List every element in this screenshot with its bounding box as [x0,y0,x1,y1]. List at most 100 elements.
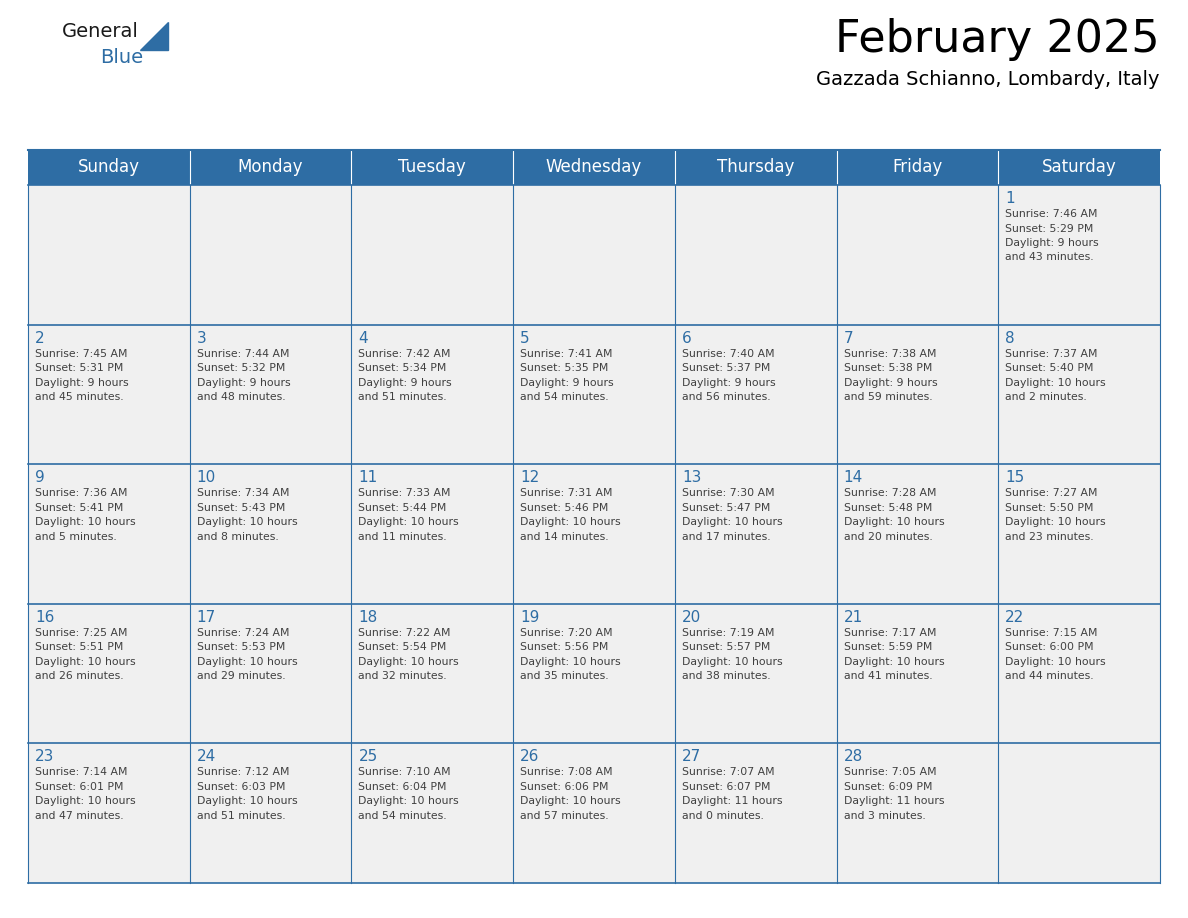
Text: 21: 21 [843,610,862,625]
Text: Sunset: 6:09 PM: Sunset: 6:09 PM [843,782,933,792]
Text: Daylight: 10 hours: Daylight: 10 hours [682,656,783,666]
Text: Sunrise: 7:07 AM: Sunrise: 7:07 AM [682,767,775,778]
Text: Daylight: 10 hours: Daylight: 10 hours [520,517,621,527]
Text: and 8 minutes.: and 8 minutes. [197,532,278,542]
Text: Tuesday: Tuesday [398,159,466,176]
Text: Thursday: Thursday [718,159,795,176]
Text: and 26 minutes.: and 26 minutes. [34,671,124,681]
Text: Sunset: 5:51 PM: Sunset: 5:51 PM [34,643,124,653]
Text: Saturday: Saturday [1042,159,1117,176]
Text: Daylight: 9 hours: Daylight: 9 hours [1005,238,1099,248]
Text: and 5 minutes.: and 5 minutes. [34,532,116,542]
Text: Sunrise: 7:33 AM: Sunrise: 7:33 AM [359,488,451,498]
Text: 20: 20 [682,610,701,625]
Text: Daylight: 9 hours: Daylight: 9 hours [359,377,453,387]
Text: 8: 8 [1005,330,1015,345]
Text: Friday: Friday [892,159,942,176]
Text: Daylight: 10 hours: Daylight: 10 hours [359,656,459,666]
Text: Monday: Monday [238,159,303,176]
Text: and 23 minutes.: and 23 minutes. [1005,532,1094,542]
Bar [675,465,836,604]
Bar [836,185,998,325]
Text: Daylight: 9 hours: Daylight: 9 hours [682,377,776,387]
Text: and 0 minutes.: and 0 minutes. [682,811,764,821]
Text: and 54 minutes.: and 54 minutes. [520,392,608,402]
Text: 26: 26 [520,749,539,765]
Text: 15: 15 [1005,470,1024,486]
Bar [190,325,352,465]
Text: Daylight: 9 hours: Daylight: 9 hours [34,377,128,387]
Bar [513,744,675,883]
Text: Sunset: 5:53 PM: Sunset: 5:53 PM [197,643,285,653]
Bar [513,325,675,465]
Bar [998,744,1159,883]
Text: Sunday: Sunday [78,159,140,176]
Text: Sunrise: 7:42 AM: Sunrise: 7:42 AM [359,349,451,359]
Text: Sunset: 5:31 PM: Sunset: 5:31 PM [34,364,124,373]
Text: Daylight: 10 hours: Daylight: 10 hours [843,517,944,527]
Text: 25: 25 [359,749,378,765]
Text: Sunrise: 7:14 AM: Sunrise: 7:14 AM [34,767,127,778]
Text: 9: 9 [34,470,45,486]
Text: Sunset: 6:07 PM: Sunset: 6:07 PM [682,782,770,792]
Bar [29,744,190,883]
Text: Daylight: 10 hours: Daylight: 10 hours [843,656,944,666]
Bar [29,325,190,465]
Text: 24: 24 [197,749,216,765]
Text: Sunrise: 7:15 AM: Sunrise: 7:15 AM [1005,628,1098,638]
Text: Daylight: 10 hours: Daylight: 10 hours [197,797,297,806]
Text: and 51 minutes.: and 51 minutes. [359,392,447,402]
Text: 13: 13 [682,470,701,486]
Text: 11: 11 [359,470,378,486]
Text: 18: 18 [359,610,378,625]
Text: 7: 7 [843,330,853,345]
Text: Blue: Blue [100,48,143,67]
Text: Sunset: 5:46 PM: Sunset: 5:46 PM [520,503,608,512]
Text: 1: 1 [1005,191,1015,206]
Bar [513,185,675,325]
Text: 16: 16 [34,610,55,625]
Text: Daylight: 10 hours: Daylight: 10 hours [1005,656,1106,666]
Bar [998,465,1159,604]
Text: Gazzada Schianno, Lombardy, Italy: Gazzada Schianno, Lombardy, Italy [816,70,1159,89]
Text: 3: 3 [197,330,207,345]
Text: Daylight: 10 hours: Daylight: 10 hours [197,517,297,527]
Text: Sunset: 5:43 PM: Sunset: 5:43 PM [197,503,285,512]
Text: Daylight: 9 hours: Daylight: 9 hours [843,377,937,387]
Text: Daylight: 10 hours: Daylight: 10 hours [34,517,135,527]
Bar [29,604,190,744]
Text: and 3 minutes.: and 3 minutes. [843,811,925,821]
Text: Sunrise: 7:36 AM: Sunrise: 7:36 AM [34,488,127,498]
Text: and 38 minutes.: and 38 minutes. [682,671,771,681]
Text: and 54 minutes.: and 54 minutes. [359,811,447,821]
Text: and 2 minutes.: and 2 minutes. [1005,392,1087,402]
Text: Sunset: 6:04 PM: Sunset: 6:04 PM [359,782,447,792]
Text: and 29 minutes.: and 29 minutes. [197,671,285,681]
Text: 6: 6 [682,330,691,345]
Text: Sunset: 5:37 PM: Sunset: 5:37 PM [682,364,770,373]
Text: Sunset: 5:57 PM: Sunset: 5:57 PM [682,643,770,653]
Text: and 43 minutes.: and 43 minutes. [1005,252,1094,263]
Text: 22: 22 [1005,610,1024,625]
Bar [352,325,513,465]
Bar [836,465,998,604]
Bar [190,604,352,744]
Text: Sunrise: 7:37 AM: Sunrise: 7:37 AM [1005,349,1098,359]
Text: Sunrise: 7:05 AM: Sunrise: 7:05 AM [843,767,936,778]
Text: Sunset: 5:38 PM: Sunset: 5:38 PM [843,364,931,373]
Text: and 32 minutes.: and 32 minutes. [359,671,447,681]
Text: and 41 minutes.: and 41 minutes. [843,671,933,681]
Text: 5: 5 [520,330,530,345]
Text: Sunrise: 7:34 AM: Sunrise: 7:34 AM [197,488,289,498]
Text: Daylight: 9 hours: Daylight: 9 hours [520,377,614,387]
Text: and 56 minutes.: and 56 minutes. [682,392,771,402]
Text: Sunrise: 7:46 AM: Sunrise: 7:46 AM [1005,209,1098,219]
Text: Sunset: 5:47 PM: Sunset: 5:47 PM [682,503,770,512]
Text: Sunrise: 7:24 AM: Sunrise: 7:24 AM [197,628,289,638]
Text: Sunset: 6:01 PM: Sunset: 6:01 PM [34,782,124,792]
Text: Sunset: 5:56 PM: Sunset: 5:56 PM [520,643,608,653]
Text: Sunrise: 7:25 AM: Sunrise: 7:25 AM [34,628,127,638]
Bar [29,465,190,604]
Text: Sunrise: 7:17 AM: Sunrise: 7:17 AM [843,628,936,638]
Text: Wednesday: Wednesday [545,159,643,176]
